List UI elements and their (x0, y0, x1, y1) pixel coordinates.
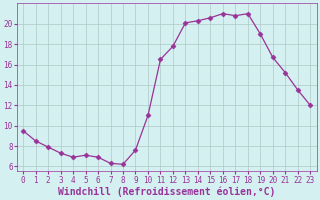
X-axis label: Windchill (Refroidissement éolien,°C): Windchill (Refroidissement éolien,°C) (58, 186, 276, 197)
